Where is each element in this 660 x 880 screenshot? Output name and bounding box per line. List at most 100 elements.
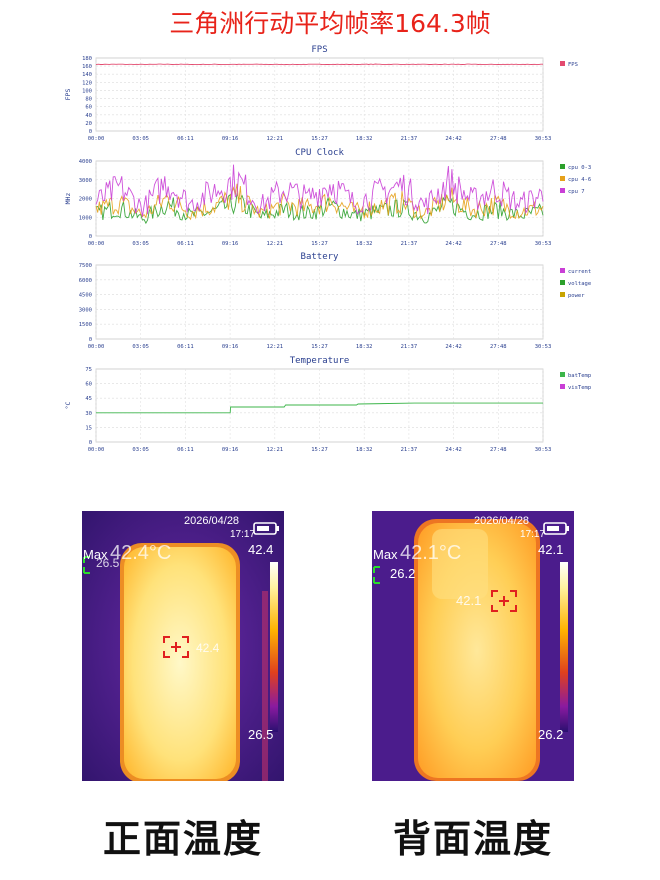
x-tick-label: 09:16 (222, 447, 239, 453)
back-time: 17:17 (520, 529, 546, 540)
series-line-battemp (96, 402, 543, 414)
monitor-charts: FPS 0 20 40 60 80 100 120 140 160 180 00:00 03:05 06:… (64, 45, 591, 453)
legend-swatch (560, 372, 565, 377)
y-axis-label: °C (64, 402, 72, 410)
x-tick-label: 30:53 (535, 447, 552, 453)
series-line-cpu-0-3 (95, 193, 544, 225)
legend-swatch (560, 280, 565, 285)
y-tick-label: 30 (85, 411, 92, 417)
y-tick-label: 120 (82, 80, 92, 86)
x-tick-label: 06:11 (177, 344, 194, 350)
x-tick-label: 27:48 (490, 241, 507, 247)
y-tick-label: 20 (85, 121, 92, 127)
min-spot-marker-icon (83, 556, 90, 574)
front-time: 17:17 (230, 529, 256, 540)
x-tick-label: 15:27 (311, 344, 328, 350)
x-tick-label: 15:27 (311, 447, 328, 453)
y-tick-label: 1000 (79, 215, 92, 221)
x-tick-label: 09:16 (222, 344, 239, 350)
y-tick-label: 15 (85, 425, 92, 431)
x-tick-label: 12:21 (267, 241, 284, 247)
legend-swatch (560, 268, 565, 273)
legend-label: cpu 0-3 (568, 165, 591, 171)
x-tick-label: 30:53 (535, 136, 552, 142)
y-tick-label: 100 (82, 88, 92, 94)
y-tick-label: 7500 (79, 263, 92, 269)
x-tick-label: 27:48 (490, 136, 507, 142)
x-tick-label: 18:32 (356, 136, 373, 142)
center-crosshair-icon (491, 590, 517, 612)
y-tick-label: 75 (85, 367, 92, 373)
legend-label: cpu 7 (568, 189, 585, 195)
back-max-label: Max (373, 547, 398, 562)
x-tick-label: 24:42 (445, 344, 462, 350)
back-thermal-image: 2026/04/28 17:17 Max 42.1°C 26.2 42.1 42… (372, 511, 574, 781)
y-tick-label: 0 (89, 234, 92, 240)
x-tick-label: 24:42 (445, 241, 462, 247)
x-tick-label: 06:11 (177, 136, 194, 142)
x-tick-label: 21:37 (401, 136, 418, 142)
series-line-cpu-7 (95, 164, 544, 217)
y-tick-label: 0 (89, 337, 92, 343)
front-date: 2026/04/28 (184, 515, 240, 527)
front-scale-bottom: 26.5 (248, 727, 274, 742)
y-tick-label: 80 (85, 97, 92, 103)
x-tick-label: 00:00 (88, 241, 105, 247)
y-tick-label: 1500 (79, 322, 92, 328)
y-tick-label: 2000 (79, 197, 92, 203)
x-tick-label: 03:05 (132, 136, 149, 142)
legend-label: FPS (568, 62, 578, 68)
y-tick-label: 0 (89, 129, 92, 135)
y-tick-label: 3000 (79, 178, 92, 184)
x-tick-label: 03:05 (132, 447, 149, 453)
legend-swatch (560, 176, 565, 181)
chart-title: FPS (311, 45, 327, 55)
y-tick-label: 60 (85, 105, 92, 111)
x-tick-label: 18:32 (356, 447, 373, 453)
x-tick-label: 30:53 (535, 241, 552, 247)
x-tick-label: 09:16 (222, 241, 239, 247)
x-tick-label: 00:00 (88, 136, 105, 142)
x-tick-label: 18:32 (356, 344, 373, 350)
x-tick-label: 00:00 (88, 344, 105, 350)
page-title: 三角洲行动平均帧率164.3帧 (169, 9, 491, 38)
y-axis-label: MHz (64, 193, 72, 205)
center-crosshair-icon (163, 636, 189, 658)
y-tick-label: 140 (82, 72, 92, 78)
y-tick-label: 45 (85, 396, 92, 402)
x-tick-label: 24:42 (445, 136, 462, 142)
legend-label: visTemp (568, 385, 591, 391)
back-max-value: 42.1°C (400, 542, 462, 564)
x-tick-label: 15:27 (311, 136, 328, 142)
y-tick-label: 6000 (79, 278, 92, 284)
x-tick-label: 15:27 (311, 241, 328, 247)
color-scale-bar (560, 562, 568, 732)
front-min-spot-value: 26.5 (96, 556, 120, 570)
legend-swatch (560, 292, 565, 297)
legend-label: cpu 4-6 (568, 177, 591, 183)
legend-swatch (560, 384, 565, 389)
legend-label: power (568, 293, 585, 299)
legend-label: voltage (568, 281, 591, 287)
chart-title: Temperature (290, 356, 350, 366)
y-tick-label: 180 (82, 56, 92, 62)
y-axis-label: FPS (64, 89, 72, 101)
y-tick-label: 40 (85, 113, 92, 119)
x-tick-label: 00:00 (88, 447, 105, 453)
y-tick-label: 4000 (79, 159, 92, 165)
y-tick-label: 3000 (79, 307, 92, 313)
x-tick-label: 12:21 (267, 344, 284, 350)
x-tick-label: 21:37 (401, 447, 418, 453)
x-tick-label: 03:05 (132, 241, 149, 247)
legend-swatch (560, 164, 565, 169)
x-tick-label: 12:21 (267, 447, 284, 453)
back-center-value: 42.1 (456, 593, 482, 608)
x-tick-label: 06:11 (177, 241, 194, 247)
color-scale-bar (270, 562, 278, 732)
chart-title: CPU Clock (295, 148, 344, 158)
x-tick-label: 27:48 (490, 447, 507, 453)
front-caption: 正面温度 (102, 817, 263, 861)
x-tick-label: 27:48 (490, 344, 507, 350)
x-tick-label: 12:21 (267, 136, 284, 142)
legend-label: current (568, 269, 591, 275)
